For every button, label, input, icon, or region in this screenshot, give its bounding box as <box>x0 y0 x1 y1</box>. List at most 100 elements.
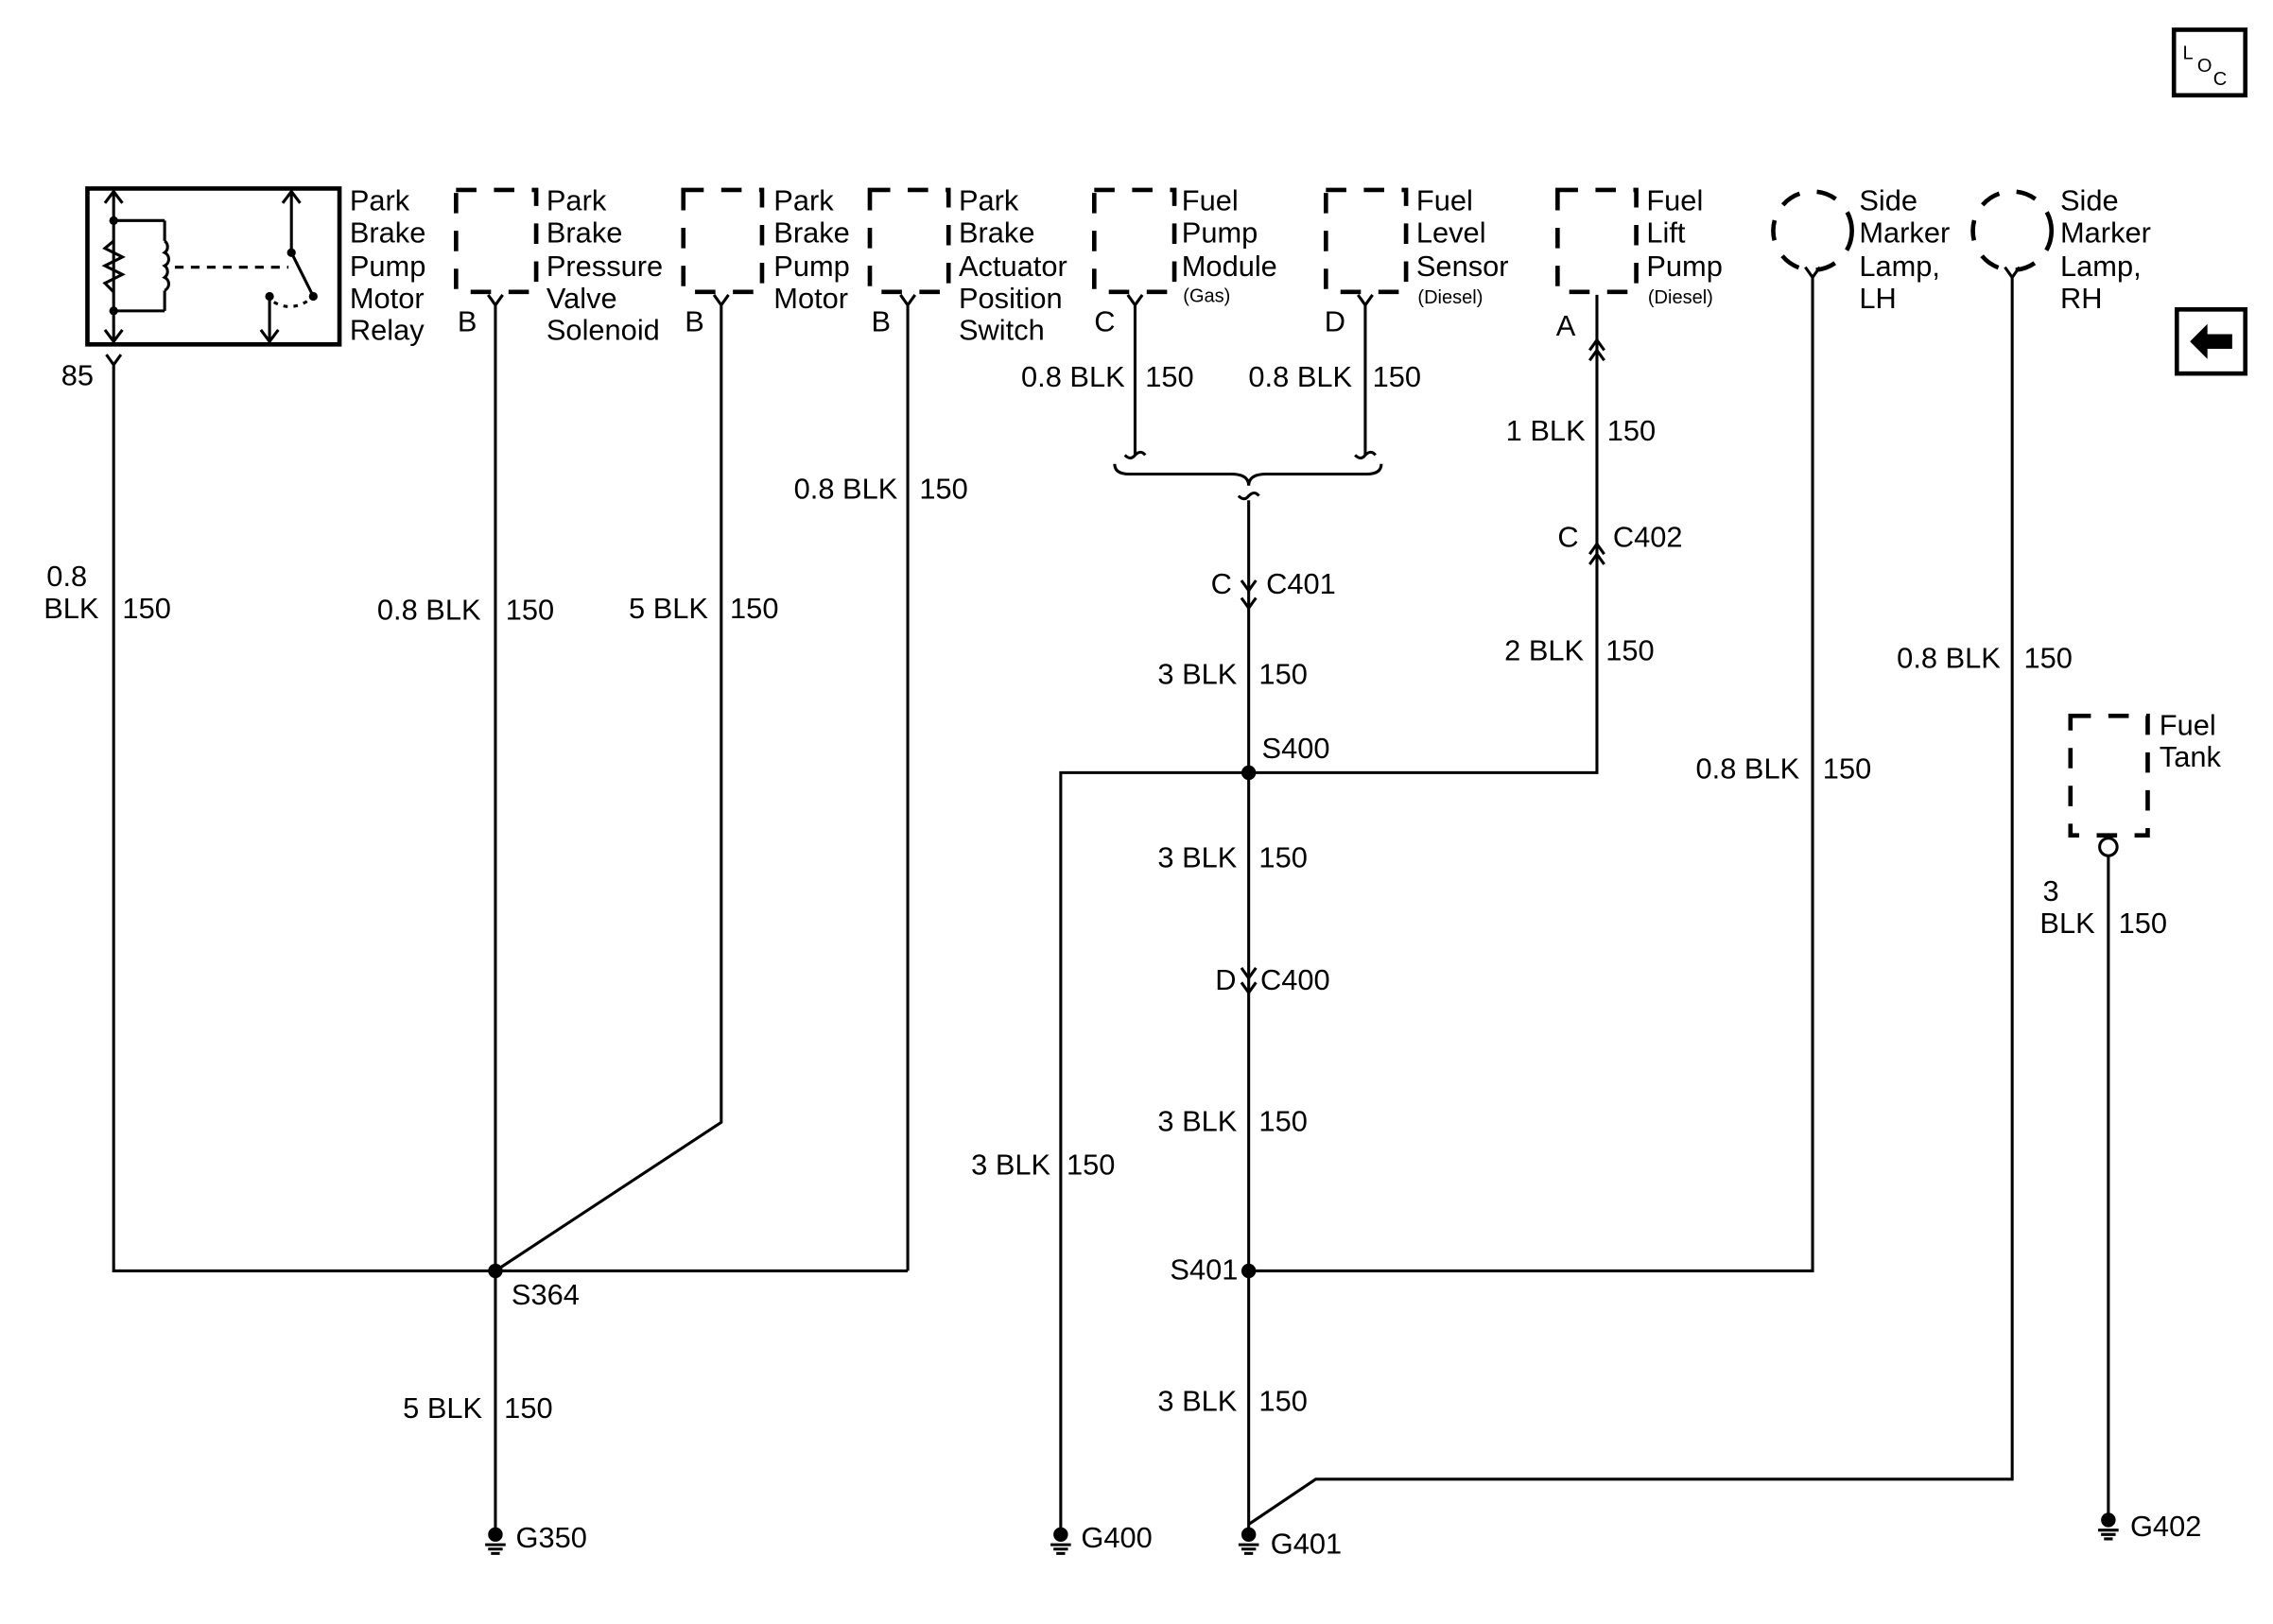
svg-text:1 BLK: 1 BLK <box>1506 414 1586 447</box>
splice-s364 <box>488 1263 503 1279</box>
ground-labels: G350 G400 G401 G402 <box>516 1510 2202 1560</box>
svg-text:0.8 BLK: 0.8 BLK <box>377 594 481 627</box>
svg-text:Valve: Valve <box>547 282 617 315</box>
side-marker-rh-label: Side Marker Lamp, RH <box>2060 184 2151 315</box>
svg-text:Park: Park <box>959 184 1019 217</box>
fuel-tank-box <box>2068 713 2150 838</box>
svg-text:Park: Park <box>547 184 607 217</box>
svg-text:85: 85 <box>61 358 94 391</box>
pressure-solenoid-box <box>454 187 539 295</box>
svg-text:A: A <box>1556 309 1576 342</box>
loc-icon[interactable]: L O C <box>2171 27 2248 98</box>
svg-text:3 BLK: 3 BLK <box>971 1149 1050 1182</box>
svg-text:Lift: Lift <box>1646 216 1686 249</box>
svg-text:C: C <box>1094 304 1115 337</box>
svg-text:LH: LH <box>1859 282 1896 315</box>
svg-text:(Diesel): (Diesel) <box>1648 287 1713 308</box>
svg-text:Brake: Brake <box>959 216 1035 249</box>
svg-text:Pump: Pump <box>773 250 850 283</box>
loc-letter: L <box>2182 43 2193 63</box>
loc-letter: C <box>2213 69 2227 90</box>
ground-icons <box>485 1512 2119 1555</box>
svg-text:Park: Park <box>350 184 410 217</box>
svg-text:(Diesel): (Diesel) <box>1417 287 1483 308</box>
svg-text:Fuel: Fuel <box>1416 184 1473 217</box>
svg-text:150: 150 <box>1067 1149 1115 1182</box>
svg-text:0.8: 0.8 <box>46 560 87 593</box>
svg-text:5 BLK: 5 BLK <box>629 592 708 625</box>
svg-text:0.8 BLK: 0.8 BLK <box>1021 360 1125 393</box>
side-marker-rh-lamp <box>1970 189 2055 273</box>
back-arrow-icon[interactable] <box>2174 307 2248 376</box>
svg-text:C401: C401 <box>1266 567 1336 600</box>
side-marker-lh-label: Side Marker Lamp, LH <box>1859 184 1950 315</box>
svg-text:Pump: Pump <box>1182 216 1258 249</box>
fuel-lift-pump-label: Fuel Lift Pump (Diesel) <box>1646 184 1722 309</box>
svg-text:Fuel: Fuel <box>1182 184 1239 217</box>
svg-text:5 BLK: 5 BLK <box>403 1391 482 1425</box>
svg-text:Relay: Relay <box>350 314 425 347</box>
svg-text:RH: RH <box>2060 282 2103 315</box>
svg-text:3 BLK: 3 BLK <box>1157 1384 1237 1417</box>
fuel-lift-pump-box <box>1555 187 1639 295</box>
actuator-switch-label: Park Brake Actuator Position Switch <box>959 184 1067 347</box>
svg-text:Marker: Marker <box>2060 216 2151 249</box>
svg-text:Level: Level <box>1416 216 1486 249</box>
svg-text:Solenoid: Solenoid <box>547 314 660 347</box>
fuel-level-sensor-label: Fuel Level Sensor (Diesel) <box>1416 184 1509 309</box>
svg-text:BLK: BLK <box>43 592 99 625</box>
splice-s401 <box>1241 1263 1257 1279</box>
svg-text:Park: Park <box>773 184 834 217</box>
svg-text:0.8 BLK: 0.8 BLK <box>1696 752 1800 786</box>
pressure-solenoid-label: Park Brake Pressure Valve Solenoid <box>547 184 663 347</box>
svg-text:150: 150 <box>730 592 778 625</box>
svg-text:Pump: Pump <box>1646 250 1722 283</box>
svg-text:Sensor: Sensor <box>1416 250 1509 283</box>
svg-text:C402: C402 <box>1613 521 1683 554</box>
svg-text:Lamp,: Lamp, <box>1859 250 1940 283</box>
svg-text:D: D <box>1325 304 1345 337</box>
splice-label: S400 <box>1262 732 1330 765</box>
svg-text:Switch: Switch <box>959 314 1045 347</box>
svg-text:C: C <box>1211 567 1232 600</box>
svg-text:0.8 BLK: 0.8 BLK <box>794 473 898 506</box>
pin-labels: 85 B B B C D A <box>61 304 1576 391</box>
connector-labels: C C401 C C402 D C400 <box>1211 521 1683 996</box>
svg-text:2 BLK: 2 BLK <box>1504 634 1584 667</box>
pump-motor-box <box>681 187 765 295</box>
svg-text:BLK: BLK <box>2039 907 2095 940</box>
fuel-level-sensor-box <box>1324 187 1409 295</box>
svg-text:150: 150 <box>1823 752 1871 786</box>
fuel-tank-label: Fuel Tank <box>2160 708 2222 773</box>
svg-text:B: B <box>458 304 477 337</box>
svg-text:(Gas): (Gas) <box>1183 286 1230 307</box>
splice-s400 <box>1241 765 1257 781</box>
relay-label: Park Brake Pump Motor Relay <box>350 184 426 347</box>
svg-text:Position: Position <box>959 282 1063 315</box>
svg-text:G350: G350 <box>516 1521 587 1554</box>
wiring <box>105 266 2110 1530</box>
svg-text:3 BLK: 3 BLK <box>1157 657 1237 690</box>
svg-text:B: B <box>685 304 704 337</box>
svg-text:Fuel: Fuel <box>2160 708 2216 741</box>
splice-label: S401 <box>1170 1253 1238 1287</box>
svg-text:Fuel: Fuel <box>1646 184 1703 217</box>
svg-text:Actuator: Actuator <box>959 250 1067 283</box>
svg-text:Motor: Motor <box>350 282 425 315</box>
svg-text:G401: G401 <box>1271 1527 1342 1560</box>
park-brake-pump-motor-relay <box>85 186 342 347</box>
svg-text:150: 150 <box>1607 414 1656 447</box>
svg-text:0.8 BLK: 0.8 BLK <box>1248 360 1352 393</box>
svg-text:Lamp,: Lamp, <box>2060 250 2142 283</box>
splice-label: S364 <box>512 1278 580 1311</box>
svg-text:150: 150 <box>2119 907 2167 940</box>
side-marker-lh-lamp <box>1771 189 1854 273</box>
svg-text:G402: G402 <box>2130 1510 2201 1543</box>
wire-labels: 0.8 BLK 150 0.8 BLK 150 5 BLK 150 0.8 BL… <box>43 360 2167 1425</box>
svg-text:150: 150 <box>1373 360 1421 393</box>
svg-text:D: D <box>1215 963 1236 996</box>
svg-text:Side: Side <box>2060 184 2119 217</box>
svg-text:Pressure: Pressure <box>547 250 663 283</box>
svg-text:150: 150 <box>2023 641 2072 674</box>
